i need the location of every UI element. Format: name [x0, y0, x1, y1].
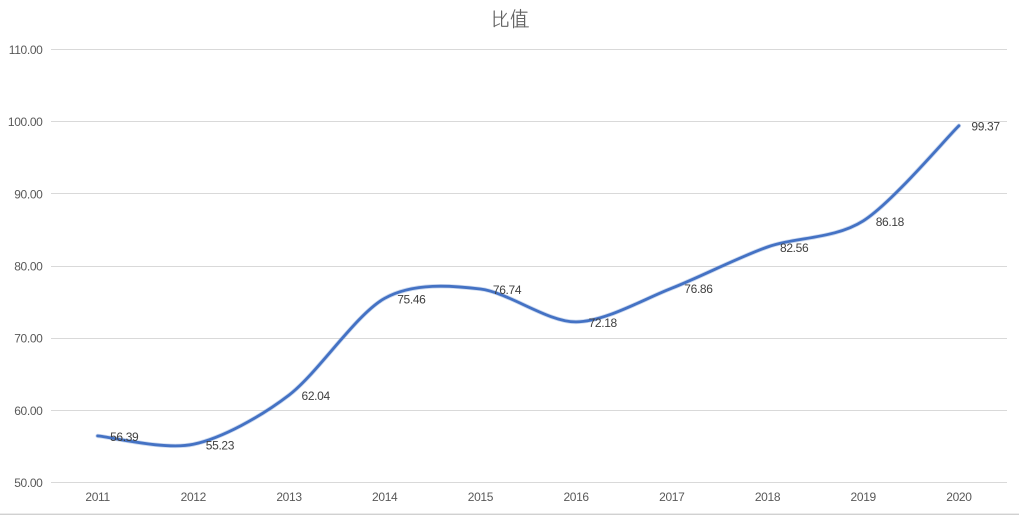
- svg-text:99.37: 99.37: [971, 120, 1000, 134]
- svg-text:75.46: 75.46: [397, 292, 426, 306]
- svg-text:2019: 2019: [851, 490, 877, 504]
- svg-text:2011: 2011: [85, 490, 110, 504]
- svg-text:110.00: 110.00: [9, 43, 43, 57]
- svg-text:90.00: 90.00: [14, 187, 43, 201]
- svg-text:82.56: 82.56: [780, 241, 809, 255]
- svg-text:2015: 2015: [468, 490, 494, 504]
- svg-text:2018: 2018: [755, 490, 781, 504]
- svg-text:2020: 2020: [946, 490, 972, 504]
- svg-text:2012: 2012: [181, 490, 207, 504]
- svg-text:80.00: 80.00: [14, 260, 43, 274]
- svg-text:76.74: 76.74: [493, 283, 522, 297]
- svg-text:62.04: 62.04: [302, 389, 331, 403]
- svg-text:72.18: 72.18: [589, 316, 618, 330]
- svg-text:2013: 2013: [276, 490, 302, 504]
- svg-text:50.00: 50.00: [14, 476, 43, 490]
- svg-text:100.00: 100.00: [8, 115, 43, 129]
- svg-text:2017: 2017: [659, 490, 685, 504]
- svg-text:2014: 2014: [372, 490, 398, 504]
- svg-text:55.23: 55.23: [206, 438, 235, 452]
- svg-text:56.39: 56.39: [110, 430, 139, 444]
- svg-text:86.18: 86.18: [876, 215, 905, 229]
- svg-text:70.00: 70.00: [14, 332, 43, 346]
- svg-text:76.86: 76.86: [684, 282, 713, 296]
- svg-text:60.00: 60.00: [14, 404, 43, 418]
- svg-text:2016: 2016: [563, 490, 589, 504]
